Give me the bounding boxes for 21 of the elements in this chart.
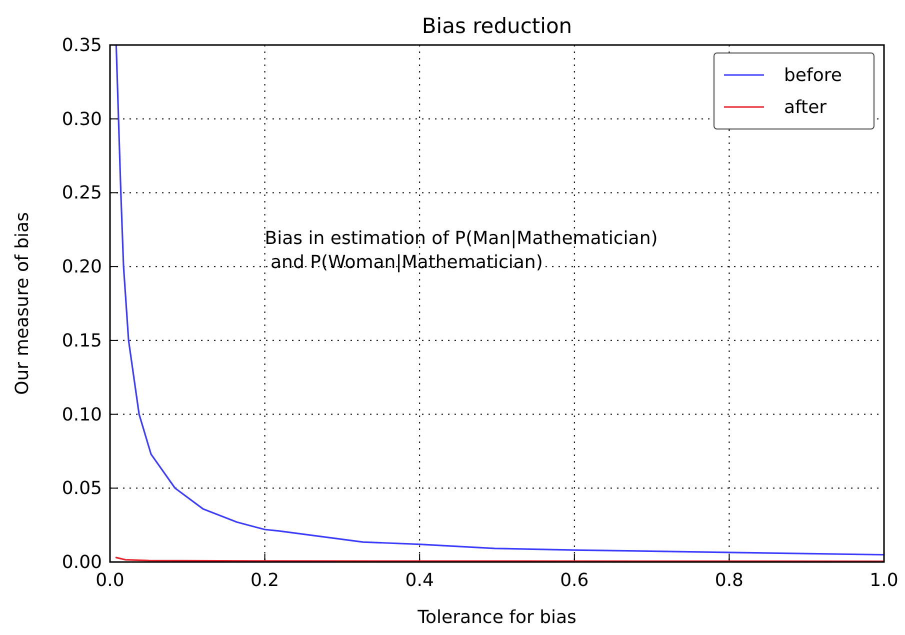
y-tick-label: 0.00 — [62, 552, 102, 573]
annotation: Bias in estimation of P(Man|Mathematician) and P(Woman|Mathematician) — [264, 228, 658, 274]
x-tick-label: 0.0 — [96, 570, 124, 591]
x-tick-label: 1.0 — [870, 570, 898, 591]
x-tick-label: 0.6 — [560, 570, 589, 591]
y-tick-label: 0.05 — [62, 478, 102, 500]
y-axis-title: Our measure of bias — [12, 212, 33, 395]
chart-title: Bias reduction — [422, 14, 572, 38]
y-tick-label: 0.10 — [62, 404, 102, 426]
y-tick-label: 0.25 — [62, 182, 102, 204]
legend-label: after — [784, 97, 828, 118]
y-tick-label: 0.30 — [62, 108, 102, 130]
x-tick-label: 0.2 — [250, 570, 280, 591]
y-tick-label: 0.35 — [62, 35, 102, 56]
x-tick-label: 0.8 — [714, 570, 744, 591]
legend-label: before — [784, 65, 842, 86]
y-tick-label: 0.20 — [62, 256, 102, 278]
line-series — [115, 44, 885, 556]
x-tick-label: 0.4 — [405, 570, 434, 591]
x-axis-title: Tolerance for bias — [416, 607, 576, 628]
y-tick-label: 0.15 — [62, 330, 102, 352]
